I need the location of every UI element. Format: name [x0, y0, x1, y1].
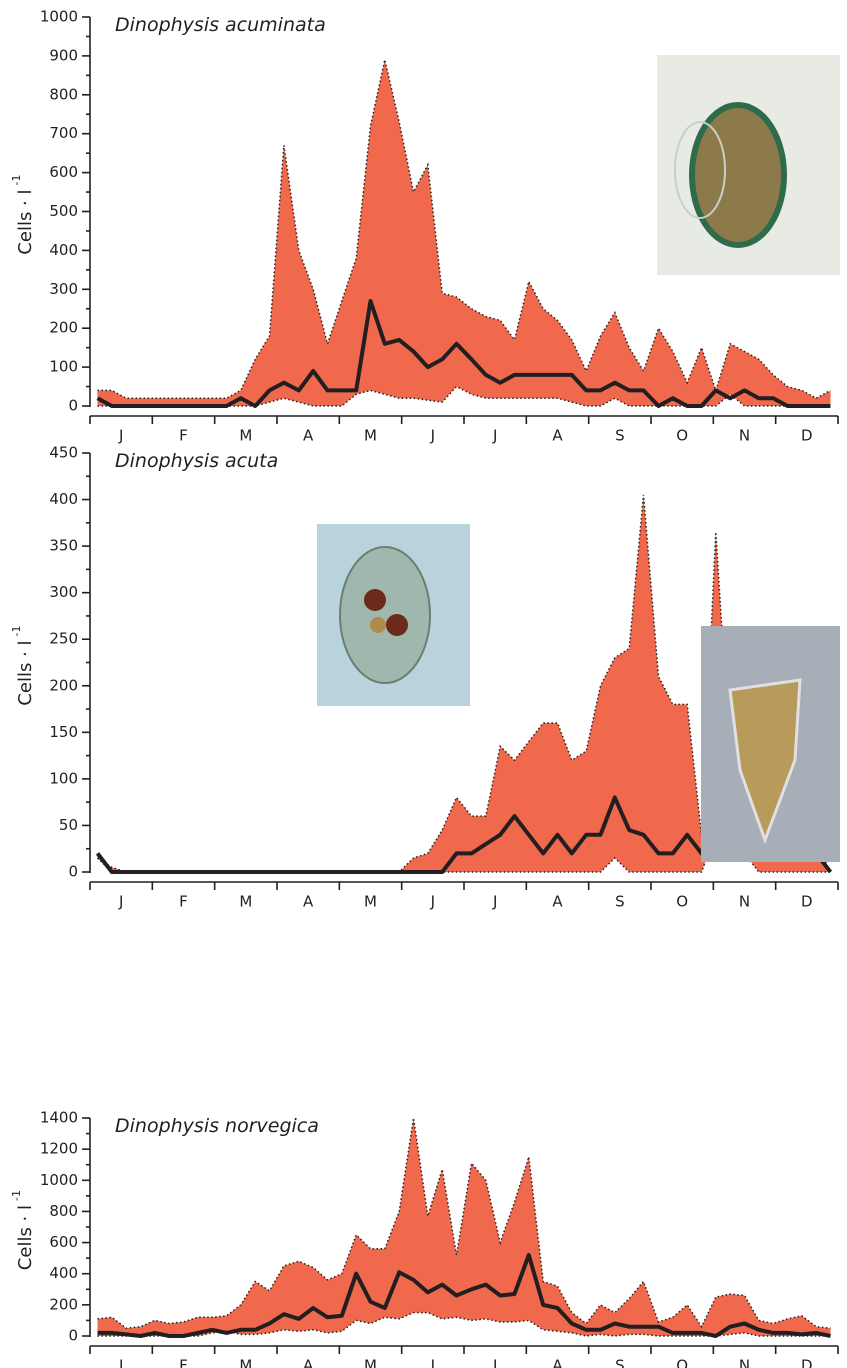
y-tick-label: 250: [49, 630, 78, 648]
x-tick-label: A: [303, 1357, 314, 1368]
y-label-main: Cells · l: [15, 641, 36, 706]
photo-norvegica: [701, 626, 840, 862]
y-tick-label: 400: [49, 490, 78, 508]
x-tick-label: M: [364, 1357, 377, 1368]
y-tick-label: 150: [49, 723, 78, 741]
y-label-main: Cells · l: [15, 1205, 36, 1270]
y-tick-label: 0: [68, 863, 78, 881]
y-tick-label: 1000: [40, 1171, 78, 1189]
y-label-main: Cells · l: [15, 190, 36, 255]
y-tick-label: 500: [49, 202, 78, 220]
x-tick-label: N: [739, 427, 750, 445]
band-fill: [97, 1118, 831, 1336]
x-tick-label: M: [364, 427, 377, 445]
y-axis-label: Cells · l -1: [10, 175, 36, 255]
y-axis-label: Cells · l -1: [10, 626, 36, 706]
x-tick-label: N: [739, 893, 750, 911]
y-tick-label: 350: [49, 537, 78, 555]
x-tick-label: O: [676, 427, 688, 445]
x-tick-label: D: [801, 427, 813, 445]
y-tick-label: 450: [49, 444, 78, 462]
x-tick-label: D: [801, 893, 813, 911]
x-tick-label: S: [615, 427, 625, 445]
y-tick-label: 100: [49, 769, 78, 787]
photo-acuminata: [657, 55, 840, 275]
x-tick-label: J: [118, 427, 123, 445]
y-tick-label: 400: [49, 1264, 78, 1282]
x-tick-label: F: [179, 1357, 188, 1368]
x-tick-label: M: [239, 427, 252, 445]
band-fill: [97, 494, 831, 872]
y-axis-label: Cells · l -1: [10, 1190, 36, 1270]
y-tick-label: 1200: [40, 1140, 78, 1158]
median-line: [97, 1253, 831, 1338]
y-tick-label: 800: [49, 85, 78, 103]
y-tick-label: 200: [49, 1295, 78, 1313]
x-tick-label: J: [430, 893, 435, 911]
x-tick-label: J: [492, 1357, 497, 1368]
y-tick-label: 0: [68, 1327, 78, 1345]
band-upper-edge: [97, 1117, 831, 1329]
y-tick-label: 400: [49, 241, 78, 259]
x-tick-label: J: [118, 893, 123, 911]
chart-title: Dinophysis acuminata: [115, 14, 326, 36]
x-tick-label: J: [118, 1357, 123, 1368]
x-tick-label: O: [676, 893, 688, 911]
band-upper-edge: [97, 59, 831, 400]
x-tick-label: D: [801, 1357, 813, 1368]
x-tick-label: A: [552, 427, 563, 445]
y-label-sup: -1: [10, 175, 23, 186]
chart-title: Dinophysis acuta: [115, 450, 278, 472]
y-label-sup: -1: [10, 1190, 23, 1201]
x-tick-label: J: [492, 893, 497, 911]
y-tick-label: 300: [49, 583, 78, 601]
x-tick-label: A: [303, 427, 314, 445]
x-tick-label: M: [364, 893, 377, 911]
y-tick-label: 200: [49, 676, 78, 694]
y-tick-label: 100: [49, 358, 78, 376]
x-tick-label: J: [492, 427, 497, 445]
y-tick-label: 50: [59, 816, 78, 834]
median-line: [96, 299, 831, 408]
x-tick-label: A: [303, 893, 314, 911]
x-tick-label: J: [430, 427, 435, 445]
x-tick-label: N: [739, 1357, 750, 1368]
y-tick-label: 300: [49, 280, 78, 298]
x-tick-label: M: [239, 1357, 252, 1368]
y-tick-label: 1000: [40, 8, 78, 26]
chart-title: Dinophysis norvegica: [115, 1115, 319, 1137]
x-tick-label: A: [552, 893, 563, 911]
y-tick-label: 200: [49, 319, 78, 337]
y-tick-label: 600: [49, 1233, 78, 1251]
band-lower-edge: [97, 385, 831, 407]
x-tick-label: F: [179, 427, 188, 445]
x-tick-label: J: [430, 1357, 435, 1368]
y-tick-label: 700: [49, 124, 78, 142]
y-label-sup: -1: [10, 626, 23, 637]
x-tick-label: S: [615, 1357, 625, 1368]
y-tick-label: 0: [68, 397, 78, 415]
x-tick-label: F: [179, 893, 188, 911]
y-tick-label: 900: [49, 46, 78, 64]
x-tick-label: O: [676, 1357, 688, 1368]
x-tick-label: A: [552, 1357, 563, 1368]
y-tick-label: 1400: [40, 1109, 78, 1127]
photo-acuta: [317, 524, 470, 706]
x-tick-label: M: [239, 893, 252, 911]
x-tick-label: S: [615, 893, 625, 911]
y-tick-label: 600: [49, 163, 78, 181]
y-tick-label: 800: [49, 1202, 78, 1220]
band-fill: [97, 59, 831, 407]
